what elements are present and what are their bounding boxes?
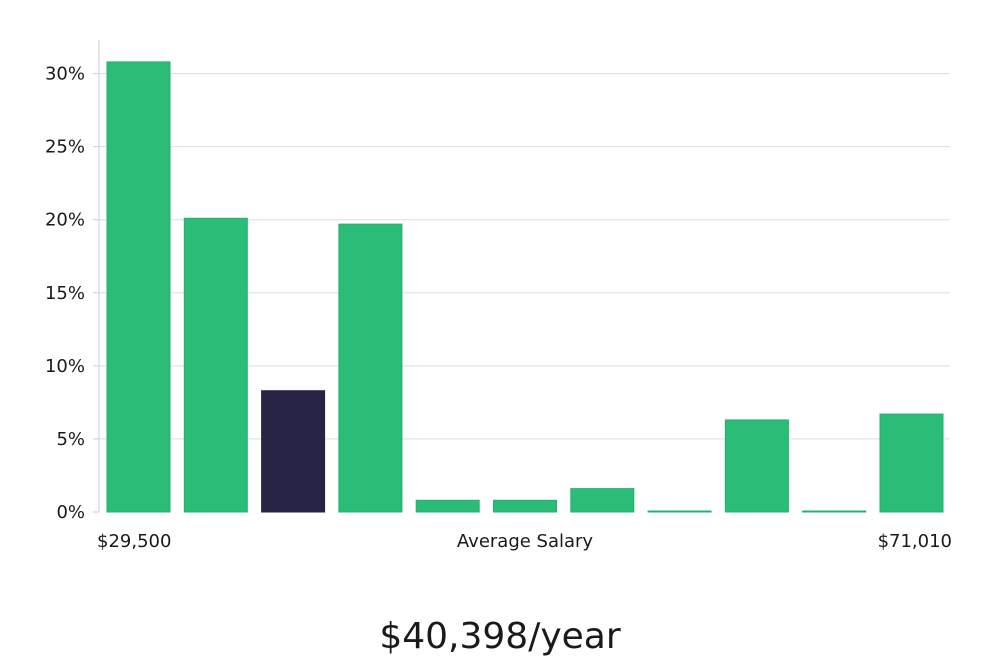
y-tick-label: 10%: [45, 356, 85, 377]
bars: [106, 61, 944, 513]
bar: [415, 499, 480, 513]
bar-highlighted: [261, 390, 326, 513]
bar: [724, 419, 789, 513]
bar: [647, 510, 712, 513]
bar: [183, 217, 248, 513]
y-tick-labels: 0% 5% 10% 15% 20% 25% 30%: [45, 64, 99, 523]
y-tick-label: 25%: [45, 137, 85, 158]
bar: [879, 413, 944, 513]
y-tick-label: 30%: [45, 64, 85, 85]
average-salary-value: $40,398/year: [379, 616, 621, 657]
y-tick-label: 15%: [45, 283, 85, 304]
bar: [493, 499, 557, 513]
bar: [338, 223, 403, 513]
bar: [570, 488, 635, 513]
x-max-label: $71,010: [878, 531, 952, 552]
x-min-label: $29,500: [97, 531, 171, 552]
x-axis-label: Average Salary: [457, 531, 594, 552]
bar: [802, 510, 867, 513]
bar: [106, 61, 171, 513]
y-tick-label: 0%: [56, 502, 85, 523]
y-tick-label: 5%: [56, 429, 85, 450]
y-tick-label: 20%: [45, 210, 85, 231]
